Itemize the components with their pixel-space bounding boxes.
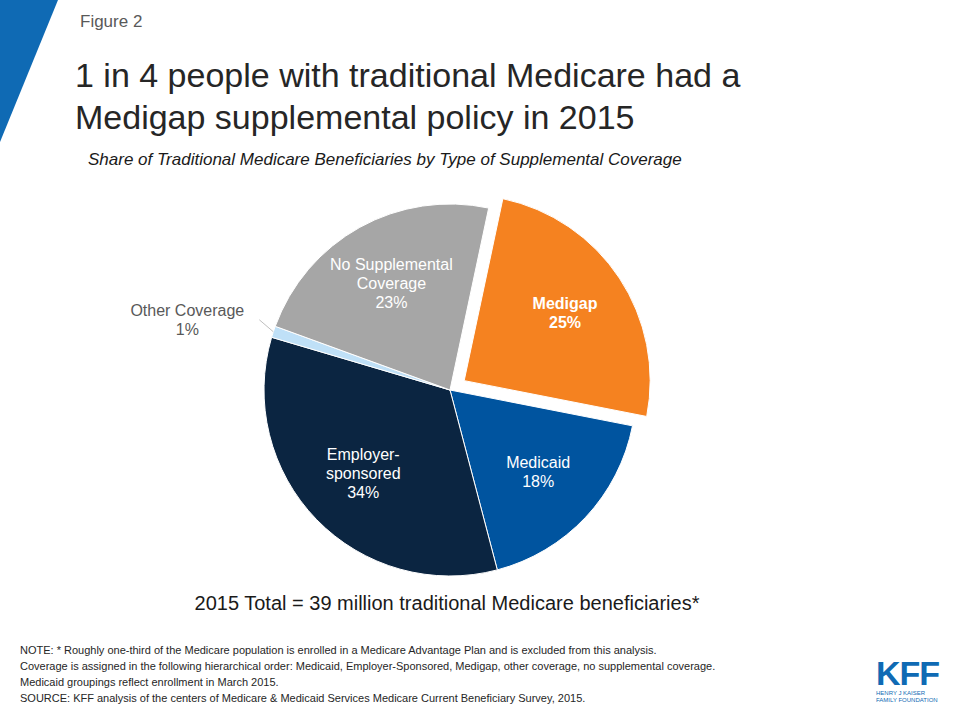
svg-text:Medigap25%: Medigap25%: [533, 295, 598, 331]
html-text:Coverage is assigned in the fo: Coverage is assigned in the following hi…: [20, 660, 716, 672]
html-text:HENRY J KAISER FAMILY FOUNDATI: HENRY J KAISER FAMILY FOUNDATION: [876, 690, 938, 703]
html-text:KFF: KFF: [876, 654, 940, 692]
svg-text:No SupplementalCoverage23%: No SupplementalCoverage23%: [330, 256, 453, 311]
html-text:1 in 4 people with traditional: 1 in 4 people with traditional Medicare …: [75, 56, 741, 136]
svg-text:Other Coverage1%: Other Coverage1%: [130, 302, 244, 338]
svg-text:Medicaid18%: Medicaid18%: [506, 454, 570, 490]
html-text:NOTE: * Roughly one-third of t: NOTE: * Roughly one-third of the Medicar…: [20, 644, 657, 656]
html-text:SOURCE: KFF analysis of the ce: SOURCE: KFF analysis of the centers of M…: [20, 692, 586, 704]
html-text:Medicaid groupings reflect enr: Medicaid groupings reflect enrollment in…: [20, 676, 279, 688]
svg-text:Employer-sponsored34%: Employer-sponsored34%: [326, 446, 401, 501]
html-text:Figure 2: Figure 2: [80, 12, 143, 31]
html-text:Share of Traditional Medicare: Share of Traditional Medicare Beneficiar…: [88, 150, 682, 169]
html-text:2015 Total = 39 million tradit: 2015 Total = 39 million traditional Medi…: [194, 592, 700, 614]
